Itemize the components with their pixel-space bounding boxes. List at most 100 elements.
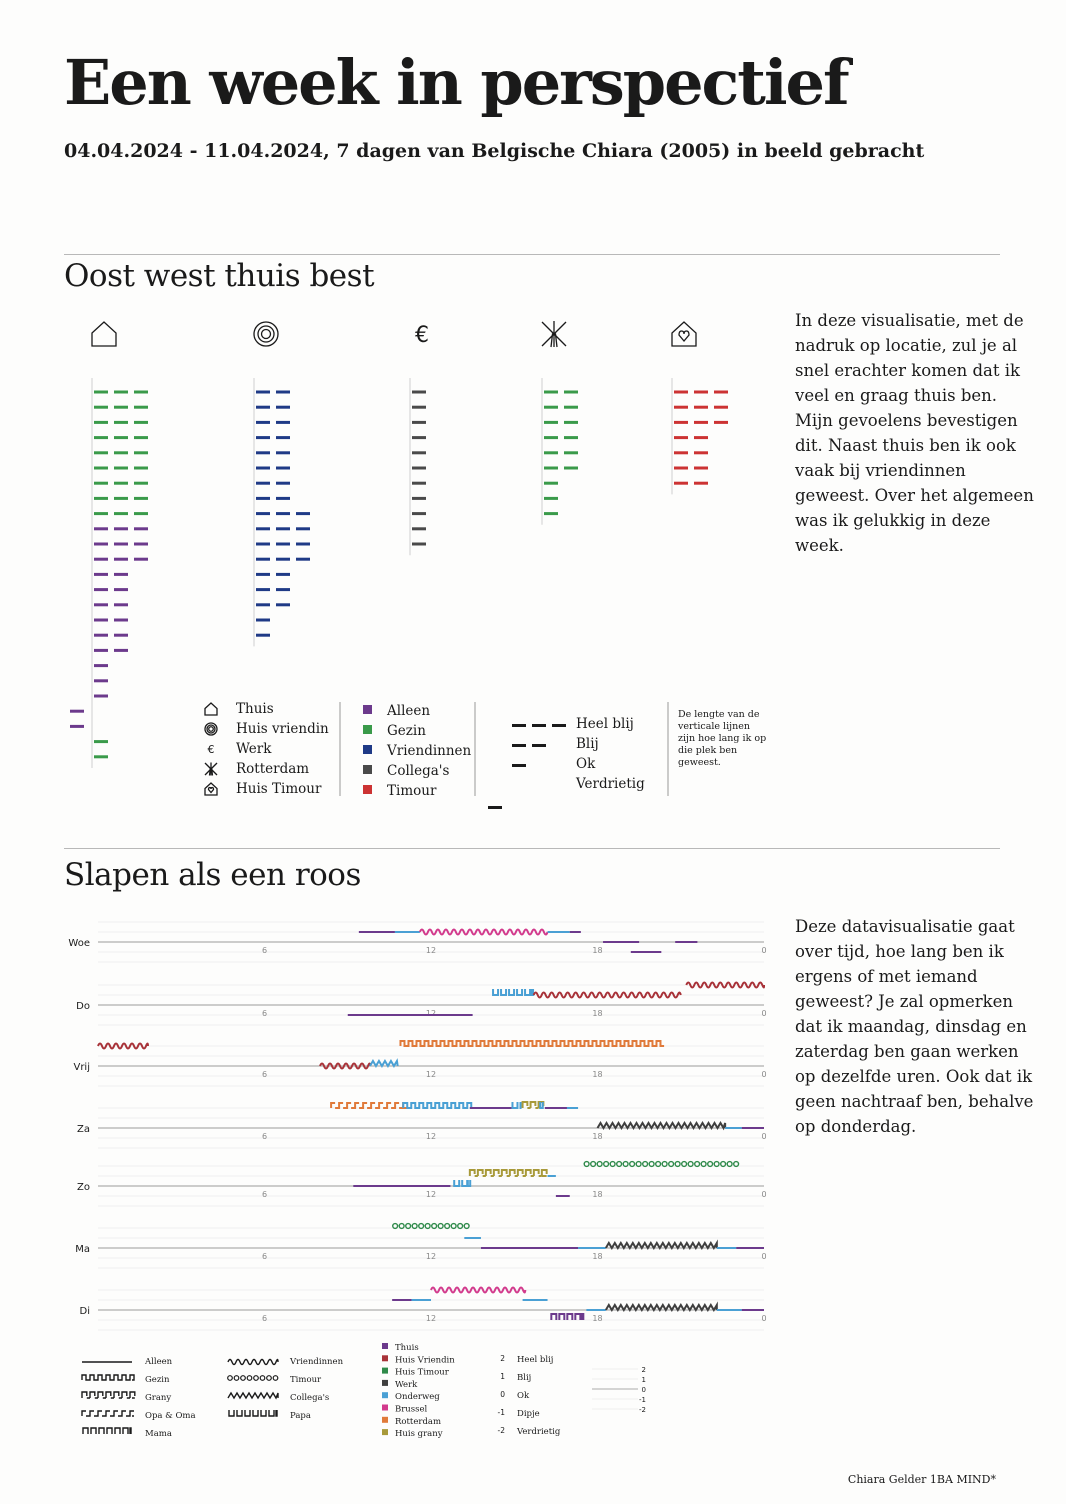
mood-dash bbox=[114, 405, 128, 409]
target-ring bbox=[206, 724, 216, 734]
legend-label: Timour bbox=[387, 783, 437, 799]
mood-dash bbox=[256, 572, 270, 576]
mood-dash bbox=[674, 481, 688, 485]
mood-dash bbox=[114, 633, 128, 637]
pattern-ring bbox=[733, 1160, 740, 1168]
tick-label: 12 bbox=[426, 1132, 436, 1141]
segment bbox=[596, 1121, 727, 1131]
legend-label: Timour bbox=[290, 1375, 322, 1385]
mood-dash bbox=[412, 436, 426, 440]
mood-dash bbox=[70, 709, 84, 713]
tick-label: 0 bbox=[761, 1070, 766, 1079]
mood-dash bbox=[114, 527, 128, 531]
day-label: Di bbox=[80, 1306, 90, 1317]
mood-dash bbox=[674, 420, 688, 424]
mood-value: 2 bbox=[500, 1354, 505, 1363]
mood-dash bbox=[94, 557, 108, 561]
segment bbox=[330, 1102, 408, 1109]
mood-dash bbox=[134, 466, 148, 470]
mood-dash bbox=[488, 806, 502, 809]
windmill-icon bbox=[541, 321, 567, 348]
pattern-ring bbox=[726, 1160, 733, 1168]
pattern-ring bbox=[674, 1160, 681, 1168]
mood-dash bbox=[94, 618, 108, 622]
tick-label: 0 bbox=[761, 1190, 766, 1199]
legend-label: Thuis bbox=[236, 701, 274, 717]
mood-dash bbox=[276, 527, 290, 531]
tower bbox=[550, 333, 558, 348]
mood-dash bbox=[256, 390, 270, 394]
tick-label: 6 bbox=[262, 1252, 267, 1261]
mood-dash bbox=[512, 764, 526, 767]
mood-dash bbox=[134, 527, 148, 531]
mood-dash bbox=[94, 740, 108, 744]
mood-dash bbox=[114, 451, 128, 455]
mood-dash bbox=[94, 527, 108, 531]
legend-note-line: zijn hoe lang ik op bbox=[678, 733, 766, 744]
mood-dash bbox=[94, 755, 108, 759]
legend-location: Thuis Huis vriendin € Werk Rotterdam Huis Tim… bbox=[204, 701, 329, 797]
legend-label: Rotterdam bbox=[236, 761, 309, 777]
legend-swatch bbox=[382, 1367, 388, 1374]
mood-dash bbox=[94, 436, 108, 440]
legend-swatch bbox=[363, 705, 372, 714]
mood-dash bbox=[564, 390, 578, 394]
mood-dash bbox=[412, 542, 426, 546]
legend-label: Collega's bbox=[290, 1393, 329, 1403]
tick-label: 6 bbox=[262, 1132, 267, 1141]
segment bbox=[430, 1286, 527, 1294]
mood-dash bbox=[94, 390, 108, 394]
tick-label: 18 bbox=[592, 1314, 602, 1323]
scale-value: 0 bbox=[642, 1386, 646, 1394]
mood-dash bbox=[114, 481, 128, 485]
mood-dash bbox=[674, 466, 688, 470]
pattern-ring bbox=[444, 1222, 451, 1230]
mood-dash bbox=[94, 588, 108, 592]
tick-label: 18 bbox=[592, 1252, 602, 1261]
tick-label: 18 bbox=[592, 1070, 602, 1079]
house-icon bbox=[204, 702, 218, 716]
legend-label: Huis grany bbox=[395, 1429, 443, 1439]
legend-pattern-sample bbox=[228, 1410, 278, 1417]
legend-people: Alleen Gezin Vriendinnen Collega's Timour bbox=[363, 703, 472, 799]
legend-moods: 2 Heel blij 1 Blij 0 Ok -1 Dipje -2 Verdrietig bbox=[498, 1354, 561, 1437]
segment bbox=[418, 928, 549, 936]
legend-label: Dipje bbox=[517, 1409, 540, 1419]
house-outline bbox=[671, 321, 697, 347]
mood-dash bbox=[694, 481, 708, 485]
mood-dash bbox=[134, 496, 148, 500]
legend-pattern-sample bbox=[227, 1391, 279, 1400]
scale-value: 1 bbox=[642, 1376, 646, 1384]
day-label: Za bbox=[77, 1124, 90, 1135]
legend-pattern-sample bbox=[227, 1375, 279, 1381]
pattern-ring bbox=[431, 1222, 438, 1230]
segment bbox=[539, 1102, 544, 1109]
mood-dash bbox=[714, 420, 728, 424]
mood-dash bbox=[564, 405, 578, 409]
mood-dash bbox=[94, 664, 108, 668]
location-mood-chart: € Thuis Huis vriendin € Werk Rotterdam Huis Ti… bbox=[70, 321, 766, 809]
legend-label: Thuis bbox=[395, 1343, 419, 1353]
pattern-ring bbox=[398, 1222, 405, 1230]
segment bbox=[392, 1222, 470, 1230]
mood-dash bbox=[94, 603, 108, 607]
segment bbox=[399, 1040, 665, 1047]
column-huis-timour bbox=[671, 321, 728, 495]
tick-label: 6 bbox=[262, 1314, 267, 1323]
mood-dash bbox=[276, 451, 290, 455]
pattern-ring bbox=[713, 1160, 720, 1168]
pattern-ring bbox=[240, 1375, 246, 1381]
target-icon bbox=[204, 722, 218, 736]
mood-dash bbox=[94, 694, 108, 698]
day-row-zo: Zo 6 12 18 0 bbox=[77, 1160, 767, 1207]
legend-label: Heel blij bbox=[576, 716, 634, 732]
day-row-woe: Woe 6 12 18 0 bbox=[68, 921, 767, 963]
mood-dash bbox=[256, 618, 270, 622]
mood-dash bbox=[296, 527, 310, 531]
pattern-ring bbox=[707, 1160, 714, 1168]
mood-dash bbox=[256, 405, 270, 409]
mood-dash bbox=[532, 724, 546, 727]
legend-locations: Thuis Huis Vriendin Huis Timour Werk Onderwe… bbox=[382, 1343, 455, 1439]
segment bbox=[604, 1301, 718, 1312]
mood-dash bbox=[512, 724, 526, 727]
